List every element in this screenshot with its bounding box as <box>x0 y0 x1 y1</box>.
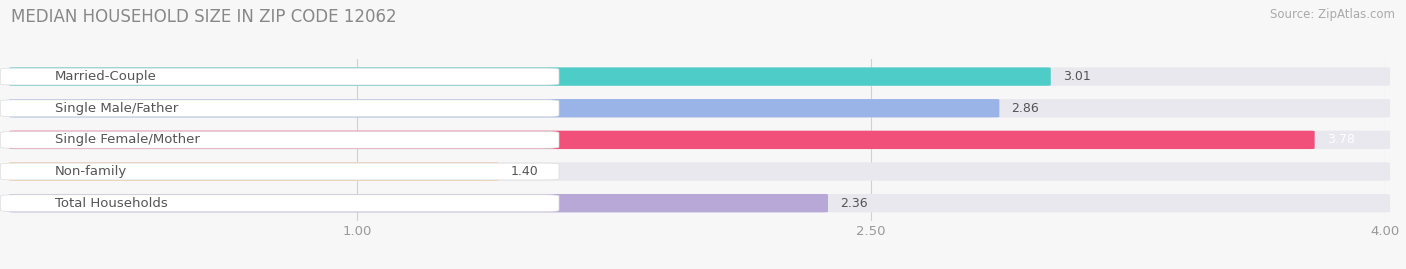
Text: Total Households: Total Households <box>55 197 167 210</box>
FancyBboxPatch shape <box>8 194 1391 212</box>
FancyBboxPatch shape <box>8 99 1000 117</box>
Text: Single Male/Father: Single Male/Father <box>55 102 179 115</box>
Text: MEDIAN HOUSEHOLD SIZE IN ZIP CODE 12062: MEDIAN HOUSEHOLD SIZE IN ZIP CODE 12062 <box>11 8 396 26</box>
FancyBboxPatch shape <box>8 131 1315 149</box>
Text: 3.78: 3.78 <box>1327 133 1354 146</box>
FancyBboxPatch shape <box>8 131 1391 149</box>
Text: Non-family: Non-family <box>55 165 128 178</box>
FancyBboxPatch shape <box>0 195 560 212</box>
FancyBboxPatch shape <box>0 132 560 148</box>
FancyBboxPatch shape <box>8 99 1391 117</box>
Text: 3.01: 3.01 <box>1063 70 1091 83</box>
FancyBboxPatch shape <box>0 68 560 85</box>
Text: Single Female/Mother: Single Female/Mother <box>55 133 200 146</box>
Text: Married-Couple: Married-Couple <box>55 70 157 83</box>
Text: 2.36: 2.36 <box>839 197 868 210</box>
FancyBboxPatch shape <box>8 68 1391 86</box>
FancyBboxPatch shape <box>0 163 560 180</box>
Text: 2.86: 2.86 <box>1011 102 1039 115</box>
FancyBboxPatch shape <box>0 100 560 117</box>
FancyBboxPatch shape <box>8 162 499 181</box>
FancyBboxPatch shape <box>8 194 828 212</box>
FancyBboxPatch shape <box>8 68 1050 86</box>
Text: Source: ZipAtlas.com: Source: ZipAtlas.com <box>1270 8 1395 21</box>
FancyBboxPatch shape <box>8 162 1391 181</box>
Text: 1.40: 1.40 <box>510 165 538 178</box>
